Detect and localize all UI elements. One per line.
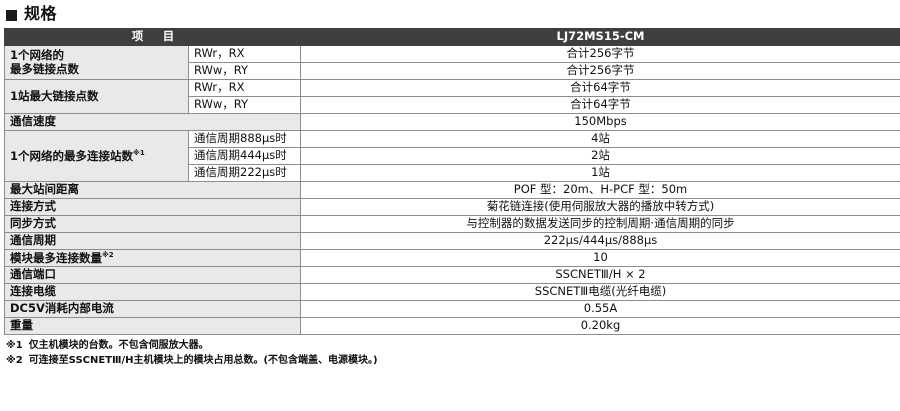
table-row: 模块最多连接数量※2 10	[4, 249, 900, 267]
filled-square-icon	[6, 9, 17, 21]
footnote-2-marker: ※2	[6, 354, 23, 366]
row-label-communication-speed: 通信速度	[4, 113, 301, 131]
row-value: 合计256字节	[300, 62, 900, 80]
row-value: 合计64字节	[300, 79, 900, 97]
table-row: 通信周期 222μs/444μs/888μs	[4, 232, 900, 250]
row-value: POF 型：20m、H-PCF 型：50m	[300, 181, 900, 199]
table-row: 1个网络的 最多链接点数 RWr，RX 合计256字节	[4, 45, 900, 80]
table-row: 通信速度 150Mbps	[4, 113, 900, 131]
row-label-text: 模块最多连接数量	[10, 250, 102, 265]
row-label-communication-cycle: 通信周期	[4, 232, 301, 250]
row-label-weight: 重量	[4, 317, 301, 335]
row-sublabel: 通信周期444μs时	[188, 147, 301, 165]
row-label-communication-port: 通信端口	[4, 266, 301, 284]
row-value: 与控制器的数据发送同步的控制周期·通信周期的同步	[300, 215, 900, 233]
row-label-network-max-link-points: 1个网络的 最多链接点数	[4, 45, 189, 80]
specifications-table: 项 目 LJ72MS15-CM 1个网络的 最多链接点数 RWr，RX 合计25…	[4, 28, 900, 335]
row-label-line2: 最多链接点数	[10, 61, 79, 76]
footnote-1-marker: ※1	[6, 340, 23, 351]
row-value: 0.20kg	[300, 317, 900, 335]
footnote-1: ※1 仅主机模块的台数。不包含伺服放大器。	[6, 339, 900, 354]
row-sublabel: RWr，RX	[188, 79, 301, 97]
table-row: DC5V消耗内部电流 0.55A	[4, 300, 900, 318]
row-label-dc5v-current: DC5V消耗内部电流	[4, 300, 301, 318]
row-label-text: 1个网络的最多连接站数	[10, 148, 134, 163]
footnote-marker-2: ※2	[102, 250, 114, 259]
row-value: SSCNETⅢ电缆(光纤电缆)	[300, 283, 900, 301]
footnote-2-text: 可连接至SSCNETⅢ/H主机模块上的模块占用总数。(不包含端盖、电源模块。)	[28, 354, 378, 366]
table-row: 1站最大链接点数 RWr，RX 合计64字节	[4, 79, 900, 114]
table-row: 连接方式 菊花链连接(使用伺服放大器的播放中转方式)	[4, 198, 900, 216]
page-title: 规格	[24, 4, 58, 23]
column-header-model: LJ72MS15-CM	[300, 28, 900, 46]
row-value: 合计256字节	[300, 45, 900, 63]
row-value: 0.55A	[300, 300, 900, 318]
table-row: RWw，RY 合计64字节	[5, 96, 900, 114]
row-value: 150Mbps	[300, 113, 900, 131]
table-body: 1个网络的 最多链接点数 RWr，RX 合计256字节 RWw，RY 合计256…	[4, 45, 900, 335]
row-sublabel: 通信周期888μs时	[188, 130, 301, 148]
row-label-max-station-distance: 最大站间距离	[4, 181, 301, 199]
row-value: 菊花链连接(使用伺服放大器的播放中转方式)	[300, 198, 900, 216]
row-value: 222μs/444μs/888μs	[300, 232, 900, 250]
row-sublabel: 通信周期222μs时	[188, 164, 301, 182]
footnote-1-text: 仅主机模块的台数。不包含伺服放大器。	[28, 340, 209, 351]
table-row: 最大站间距离 POF 型：20m、H-PCF 型：50m	[4, 181, 900, 199]
row-value: 4站	[300, 130, 900, 148]
table-row: 连接电缆 SSCNETⅢ电缆(光纤电缆)	[4, 283, 900, 301]
table-row: 通信周期444μs时 2站	[5, 147, 900, 165]
table-row: 重量 0.20kg	[4, 317, 900, 335]
row-label-connection-cable: 连接电缆	[4, 283, 301, 301]
row-label-connection-method: 连接方式	[4, 198, 301, 216]
row-label-network-max-stations: 1个网络的最多连接站数※1	[4, 130, 189, 182]
table-header-row: 项 目 LJ72MS15-CM	[4, 28, 900, 46]
row-sublabel: RWr，RX	[188, 45, 301, 63]
row-value: 合计64字节	[300, 96, 900, 114]
row-sublabel: RWw，RY	[188, 62, 301, 80]
row-label-max-modules: 模块最多连接数量※2	[4, 249, 301, 267]
row-value: SSCNETⅢ/H × 2	[300, 266, 900, 284]
row-value: 2站	[300, 147, 900, 165]
footnote-2: ※2 可连接至SSCNETⅢ/H主机模块上的模块占用总数。(不包含端盖、电源模块…	[6, 354, 900, 369]
row-label-station-max-link-points: 1站最大链接点数	[4, 79, 189, 114]
column-header-item: 项 目	[4, 28, 301, 46]
row-sublabel: RWw，RY	[188, 96, 301, 114]
table-row: RWw，RY 合计256字节	[5, 62, 900, 80]
table-row: 通信端口 SSCNETⅢ/H × 2	[4, 266, 900, 284]
footnote-marker-1: ※1	[133, 148, 145, 157]
row-label-line1: 1个网络的	[10, 48, 65, 63]
row-value: 1站	[300, 164, 900, 182]
row-label-sync-method: 同步方式	[4, 215, 301, 233]
table-row: 同步方式 与控制器的数据发送同步的控制周期·通信周期的同步	[4, 215, 900, 233]
row-value: 10	[300, 249, 900, 267]
section-heading: 规格	[0, 0, 900, 28]
table-row: 1个网络的最多连接站数※1 通信周期888μs时 4站	[4, 130, 900, 182]
footnotes-block: ※1 仅主机模块的台数。不包含伺服放大器。 ※2 可连接至SSCNETⅢ/H主机…	[6, 339, 900, 368]
